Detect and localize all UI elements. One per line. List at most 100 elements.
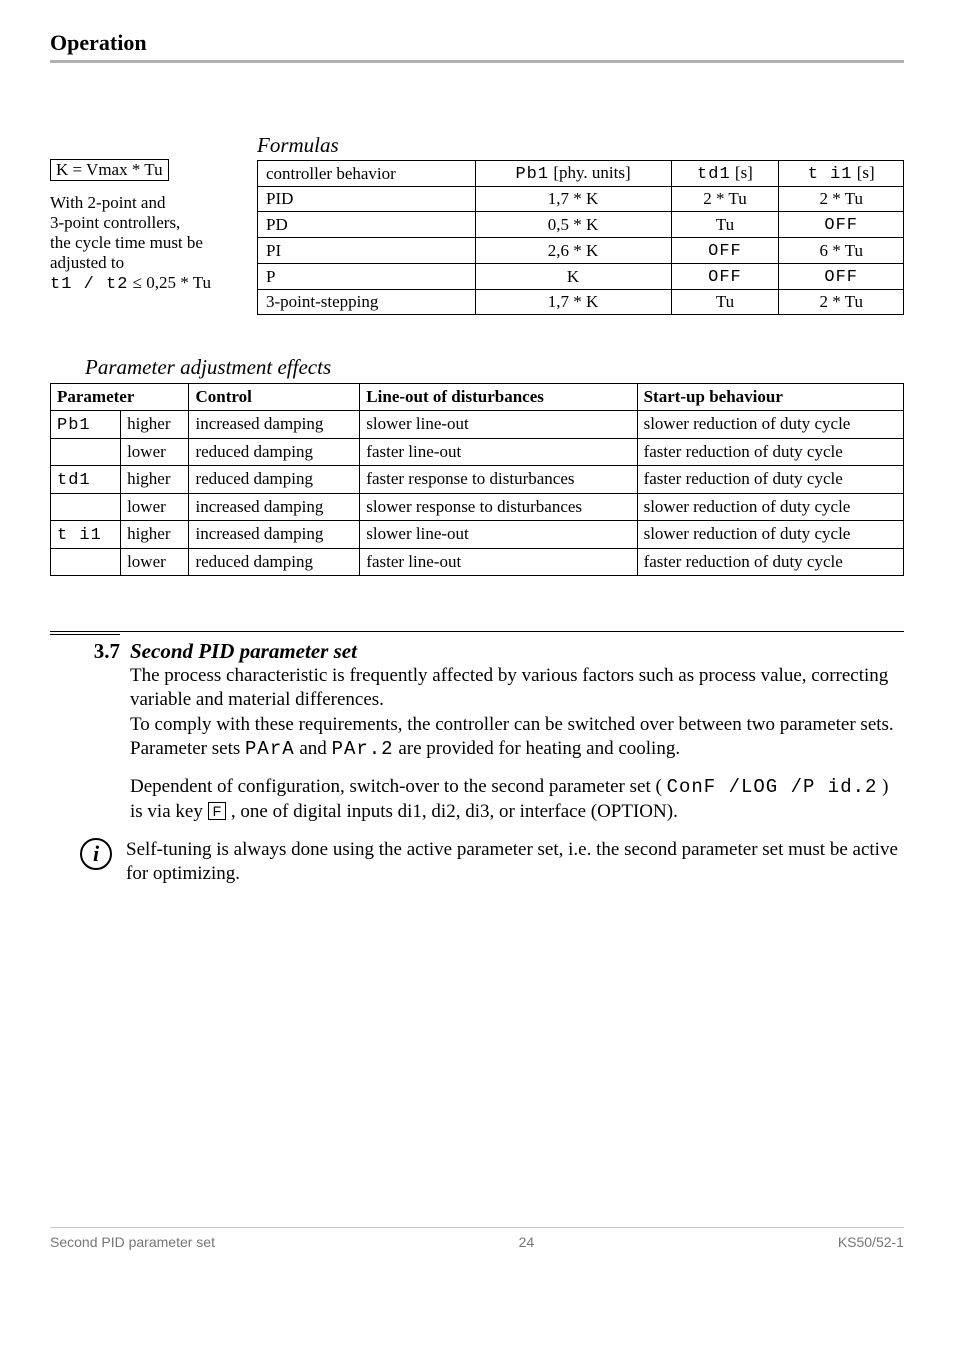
info-text: Self-tuning is always done using the act… (126, 838, 904, 887)
footer-center: 24 (519, 1234, 535, 1250)
table-row: 3-point-stepping 1,7 * K Tu 2 * Tu (258, 290, 904, 315)
td: PD (258, 212, 476, 238)
seg-text: OFF (824, 216, 858, 235)
table-row: PID 1,7 * K 2 * Tu 2 * Tu (258, 187, 904, 212)
td: increased damping (189, 411, 360, 439)
seg-text: t i1 (57, 526, 102, 545)
side-note-line: 3-point controllers, (50, 213, 245, 233)
side-note-formula: t1 / t2 ≤ 0,25 * Tu (50, 273, 245, 294)
k-formula-box: K = Vmax * Tu (50, 159, 169, 181)
td (51, 549, 121, 576)
table-row: P K OFF OFF (258, 264, 904, 290)
td: faster reduction of duty cycle (637, 549, 903, 576)
seg-text: Pb1 (515, 165, 549, 184)
td: 1,7 * K (475, 290, 671, 315)
td: P (258, 264, 476, 290)
th: td1 [s] (671, 161, 779, 187)
td: slower line-out (360, 521, 637, 549)
td: 3-point-stepping (258, 290, 476, 315)
td (51, 439, 121, 466)
td: 2 * Tu (779, 187, 904, 212)
table-row: PD 0,5 * K Tu OFF (258, 212, 904, 238)
footer-left: Second PID parameter set (50, 1234, 215, 1250)
table-row: t i1 higher increased damping slower lin… (51, 521, 904, 549)
table-row: lower reduced damping faster line-out fa… (51, 439, 904, 466)
th: Pb1 [phy. units] (475, 161, 671, 187)
th: controller behavior (258, 161, 476, 187)
text: , one of digital inputs di1, di2, di3, o… (226, 801, 678, 822)
text: are provided for heating and cooling. (394, 738, 680, 759)
formula-rhs: ≤ 0,25 * Tu (133, 273, 211, 292)
text: Dependent of configuration, switch-over … (130, 776, 667, 797)
td: slower reduction of duty cycle (637, 494, 903, 521)
seg-text: td1 (57, 471, 91, 490)
section-rule-mid (50, 634, 120, 635)
section-title: Second PID parameter set (130, 639, 357, 664)
td: increased damping (189, 494, 360, 521)
formulas-section: K = Vmax * Tu With 2-point and 3-point c… (50, 133, 904, 315)
td: faster response to disturbances (360, 466, 637, 494)
seg-text: OFF (708, 268, 742, 287)
td: lower (121, 439, 189, 466)
td: t i1 (51, 521, 121, 549)
text: and (295, 738, 332, 759)
paragraph: Dependent of configuration, switch-over … (130, 775, 904, 824)
td: PI (258, 238, 476, 264)
td: reduced damping (189, 439, 360, 466)
page-title: Operation (50, 30, 904, 60)
table-row: Pb1 higher increased damping slower line… (51, 411, 904, 439)
td: 0,5 * K (475, 212, 671, 238)
table-row: PI 2,6 * K OFF 6 * Tu (258, 238, 904, 264)
th: Start-up behaviour (637, 384, 903, 411)
table-header-row: controller behavior Pb1 [phy. units] td1… (258, 161, 904, 187)
seg-text: td1 (697, 165, 731, 184)
td: K (475, 264, 671, 290)
param-effects-table: Parameter Control Line-out of disturbanc… (50, 383, 904, 576)
td: Pb1 (51, 411, 121, 439)
td: slower reduction of duty cycle (637, 411, 903, 439)
seg-text: t i1 (808, 165, 853, 184)
td: 2 * Tu (779, 290, 904, 315)
seg-text: Pb1 (57, 416, 91, 435)
td: reduced damping (189, 466, 360, 494)
td: 1,7 * K (475, 187, 671, 212)
param-effects-title: Parameter adjustment effects (85, 355, 904, 380)
td: higher (121, 466, 189, 494)
formulas-side-notes: K = Vmax * Tu With 2-point and 3-point c… (50, 133, 245, 315)
td: Tu (671, 290, 779, 315)
th: t i1 [s] (779, 161, 904, 187)
td: faster reduction of duty cycle (637, 439, 903, 466)
table-header-row: Parameter Control Line-out of disturbanc… (51, 384, 904, 411)
info-note: i Self-tuning is always done using the a… (80, 838, 904, 887)
formulas-table: controller behavior Pb1 [phy. units] td1… (257, 160, 904, 315)
paragraph: The process characteristic is frequently… (130, 664, 904, 761)
td: 2,6 * K (475, 238, 671, 264)
td: increased damping (189, 521, 360, 549)
td: OFF (671, 264, 779, 290)
header-rule (50, 60, 904, 63)
td: Tu (671, 212, 779, 238)
table-row: lower reduced damping faster line-out fa… (51, 549, 904, 576)
td: OFF (779, 212, 904, 238)
side-note-line: With 2-point and (50, 193, 245, 213)
td: faster line-out (360, 439, 637, 466)
seg-text: t1 / t2 (50, 275, 128, 294)
td: slower reduction of duty cycle (637, 521, 903, 549)
side-note-line: the cycle time must be (50, 233, 245, 253)
td: slower response to disturbances (360, 494, 637, 521)
footer-right: KS50/52-1 (838, 1234, 904, 1250)
td: PID (258, 187, 476, 212)
td: 2 * Tu (671, 187, 779, 212)
th: Control (189, 384, 360, 411)
section-heading: 3.7 Second PID parameter set (50, 632, 904, 664)
seg-text: OFF (708, 242, 742, 261)
keycap-f: F (208, 802, 227, 820)
side-note-line: adjusted to (50, 253, 245, 273)
section-body: The process characteristic is frequently… (130, 664, 904, 824)
td (51, 494, 121, 521)
th: Parameter (51, 384, 189, 411)
table-row: lower increased damping slower response … (51, 494, 904, 521)
td: OFF (779, 264, 904, 290)
table-row: td1 higher reduced damping faster respon… (51, 466, 904, 494)
th: Line-out of disturbances (360, 384, 637, 411)
